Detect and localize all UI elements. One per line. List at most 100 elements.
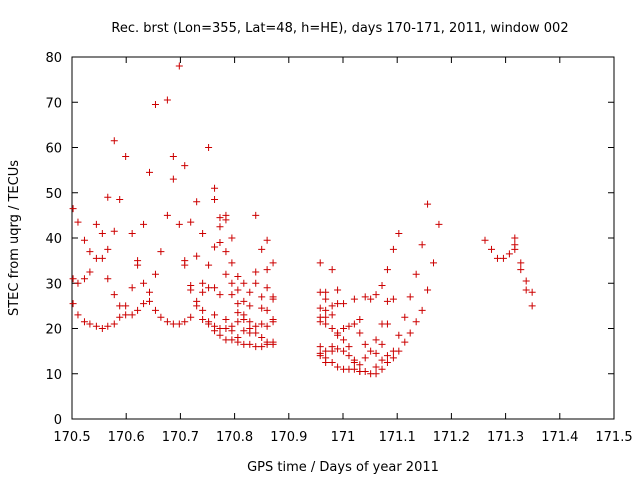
data-point xyxy=(228,234,236,242)
data-point xyxy=(528,288,536,296)
data-point xyxy=(350,320,358,328)
data-point xyxy=(222,248,230,256)
data-point xyxy=(252,268,260,276)
data-point xyxy=(258,304,266,312)
data-point xyxy=(92,254,100,262)
data-point xyxy=(511,234,519,242)
data-point xyxy=(169,175,177,183)
x-tick-label: 171.3 xyxy=(487,430,524,445)
data-point xyxy=(134,306,142,314)
data-point xyxy=(356,315,364,323)
data-point xyxy=(228,259,236,267)
data-point xyxy=(234,309,242,317)
data-point xyxy=(240,297,248,305)
data-point xyxy=(361,367,369,375)
data-point xyxy=(104,193,112,201)
x-axis-label: GPS time / Days of year 2011 xyxy=(247,460,439,475)
data-point xyxy=(528,302,536,310)
data-point xyxy=(372,363,380,371)
data-point xyxy=(511,245,519,253)
data-point xyxy=(499,254,507,262)
data-point xyxy=(334,363,342,371)
data-point xyxy=(199,288,207,296)
data-point xyxy=(252,322,260,330)
data-point xyxy=(240,315,248,323)
data-point xyxy=(151,306,159,314)
y-tick-label: 0 xyxy=(54,413,62,428)
data-point xyxy=(412,270,420,278)
data-point xyxy=(334,345,342,353)
data-point xyxy=(395,229,403,237)
data-point xyxy=(74,218,82,226)
data-point xyxy=(328,266,336,274)
data-point xyxy=(350,358,358,366)
data-point xyxy=(383,352,391,360)
data-point xyxy=(69,275,77,283)
data-point xyxy=(505,250,513,258)
data-point xyxy=(234,300,242,308)
data-point xyxy=(169,320,177,328)
data-point xyxy=(146,297,154,305)
data-point xyxy=(252,329,260,337)
data-point xyxy=(240,279,248,287)
data-point xyxy=(322,320,330,328)
y-axis: 0 10 20 30 40 50 60 70 80 xyxy=(45,51,614,428)
data-point xyxy=(361,340,369,348)
data-point xyxy=(104,322,112,330)
data-point xyxy=(211,311,219,319)
data-point xyxy=(340,325,348,332)
data-point xyxy=(234,338,242,346)
y-tick-label: 10 xyxy=(45,368,62,383)
data-point xyxy=(151,101,159,109)
data-point xyxy=(104,275,112,283)
data-point xyxy=(193,252,201,260)
data-point xyxy=(316,343,324,351)
data-point xyxy=(522,277,530,285)
data-point xyxy=(263,306,271,314)
data-point xyxy=(98,325,106,332)
data-point xyxy=(80,236,88,244)
data-point xyxy=(193,198,201,206)
data-point xyxy=(246,329,254,337)
data-point xyxy=(322,306,330,314)
data-point xyxy=(140,220,148,228)
data-point xyxy=(322,358,330,366)
data-point xyxy=(216,291,224,299)
data-point xyxy=(517,266,525,274)
data-point xyxy=(216,214,224,222)
data-point xyxy=(175,320,183,328)
data-point xyxy=(140,300,148,308)
data-point xyxy=(252,343,260,351)
data-point xyxy=(92,322,100,330)
data-point xyxy=(98,254,106,262)
data-point xyxy=(322,288,330,296)
data-point xyxy=(378,340,386,348)
x-tick-label: 170.8 xyxy=(216,430,253,445)
data-point xyxy=(328,311,336,319)
data-point xyxy=(175,220,183,228)
y-tick-label: 20 xyxy=(45,323,62,338)
data-point xyxy=(481,236,489,244)
x-tick-label: 170.9 xyxy=(270,430,307,445)
data-point xyxy=(222,216,230,224)
data-point xyxy=(378,365,386,373)
data-point xyxy=(128,311,136,319)
data-point xyxy=(401,313,409,321)
data-point xyxy=(116,313,124,321)
data-point xyxy=(234,286,242,294)
data-point xyxy=(328,358,336,366)
data-point xyxy=(69,300,77,308)
y-tick-label: 80 xyxy=(45,51,62,66)
data-point xyxy=(187,286,195,294)
data-point xyxy=(406,293,414,301)
data-point xyxy=(401,338,409,346)
x-tick-label: 171 xyxy=(331,430,356,445)
data-point xyxy=(263,236,271,244)
data-point xyxy=(517,259,525,267)
data-point xyxy=(263,340,271,348)
data-point xyxy=(234,272,242,280)
data-point xyxy=(389,245,397,253)
data-point xyxy=(334,300,342,308)
data-point xyxy=(258,343,266,351)
